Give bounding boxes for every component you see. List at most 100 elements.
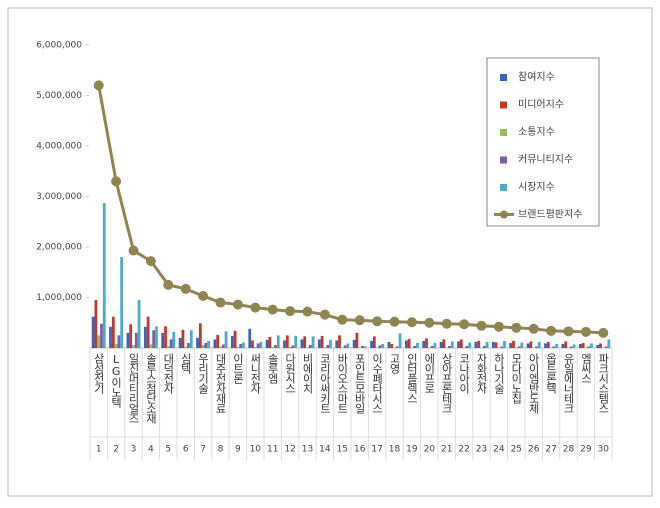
rank-label: 1	[96, 445, 102, 455]
bar	[323, 347, 327, 348]
x-tick-label: 코나아이	[458, 353, 471, 395]
bar	[468, 342, 472, 348]
x-tick-label: 대덕전자	[162, 353, 175, 394]
bar	[433, 342, 437, 348]
bar	[555, 343, 559, 348]
legend-label: 브랜드평판지수	[518, 209, 582, 221]
bar	[253, 346, 257, 348]
rank-label: 27	[545, 445, 556, 455]
bar	[274, 344, 277, 348]
bar	[114, 343, 118, 348]
rank-label: 2	[113, 445, 119, 455]
bar	[370, 340, 373, 348]
bar	[482, 345, 486, 348]
legend-label: 참여지수	[518, 71, 555, 83]
line-marker	[354, 315, 365, 326]
line-marker	[198, 290, 209, 301]
bar	[283, 340, 286, 348]
bar	[442, 339, 446, 348]
bar	[248, 328, 252, 348]
line-marker	[232, 299, 243, 310]
bar	[395, 346, 399, 348]
bar	[430, 345, 434, 348]
legend-swatch	[500, 74, 507, 81]
bar	[149, 344, 153, 348]
x-tick-label: 비에이치	[301, 353, 314, 394]
bar	[497, 347, 501, 348]
x-tick-label: 엠씨스	[579, 353, 592, 383]
x-tick-label: 우리기술	[197, 353, 210, 394]
rank-label: 26	[528, 445, 540, 455]
x-tick-label: 자화전자	[475, 353, 488, 394]
bar	[590, 343, 593, 348]
bar	[465, 345, 469, 348]
bar	[346, 343, 350, 348]
rank-label: 28	[563, 445, 575, 455]
bar	[390, 343, 394, 348]
bar	[517, 346, 521, 348]
rank-label: 4	[148, 445, 154, 455]
rank-label: 13	[302, 445, 313, 455]
x-tick-label: 일진머티리얼즈	[127, 352, 140, 423]
line-marker	[163, 279, 174, 290]
line-marker	[546, 325, 557, 336]
bar	[474, 341, 478, 348]
line-marker	[476, 320, 487, 331]
bar	[338, 335, 341, 348]
bar	[213, 339, 217, 348]
bar	[91, 316, 95, 348]
bar	[569, 346, 573, 348]
line-marker	[111, 176, 122, 187]
bar	[549, 347, 553, 348]
bar	[422, 340, 426, 348]
bar	[512, 340, 515, 348]
bar	[120, 257, 124, 348]
rank-label: 25	[511, 445, 522, 455]
line-marker	[372, 316, 383, 327]
bar	[152, 330, 156, 348]
bar	[117, 335, 121, 348]
bar	[233, 330, 237, 348]
bar	[166, 345, 170, 348]
rank-label: 6	[183, 445, 189, 455]
x-tick-label: 모다이노칩	[510, 353, 523, 404]
line-marker	[285, 306, 296, 317]
bar	[393, 347, 396, 348]
x-tick-label: 삼성전기	[92, 353, 105, 394]
y-tick-label: 3,000,000	[36, 192, 82, 202]
bar	[500, 346, 504, 348]
line-marker	[337, 314, 348, 325]
bar	[448, 345, 451, 348]
rank-label: 20	[424, 445, 436, 455]
rank-label: 7	[200, 445, 206, 455]
legend-swatch-marker	[500, 210, 508, 219]
bar	[178, 337, 182, 348]
bar	[584, 347, 588, 348]
bar	[601, 347, 605, 348]
bar	[137, 300, 141, 348]
rank-label: 30	[598, 445, 610, 455]
rank-label: 16	[354, 445, 366, 455]
x-tick-label: 심텍	[179, 353, 192, 374]
bar	[320, 335, 324, 348]
bar	[169, 339, 173, 348]
bar	[97, 335, 101, 348]
x-tick-label: 이트론	[231, 353, 244, 384]
line-marker	[424, 317, 435, 328]
bar	[544, 343, 547, 348]
bar	[126, 332, 130, 348]
rank-label: 19	[406, 445, 418, 455]
bar	[578, 343, 582, 348]
line-marker	[528, 323, 539, 334]
rank-label: 10	[250, 445, 262, 455]
bar	[189, 330, 193, 348]
line-marker	[128, 245, 139, 256]
x-tick-label: 아이엠반도체	[527, 353, 540, 414]
line-marker	[267, 304, 278, 315]
bar	[276, 335, 280, 348]
bar	[187, 342, 190, 348]
bar	[155, 326, 158, 348]
bar	[604, 346, 608, 348]
x-tick-label: 유일에너테크	[562, 353, 575, 413]
bar	[552, 346, 556, 348]
